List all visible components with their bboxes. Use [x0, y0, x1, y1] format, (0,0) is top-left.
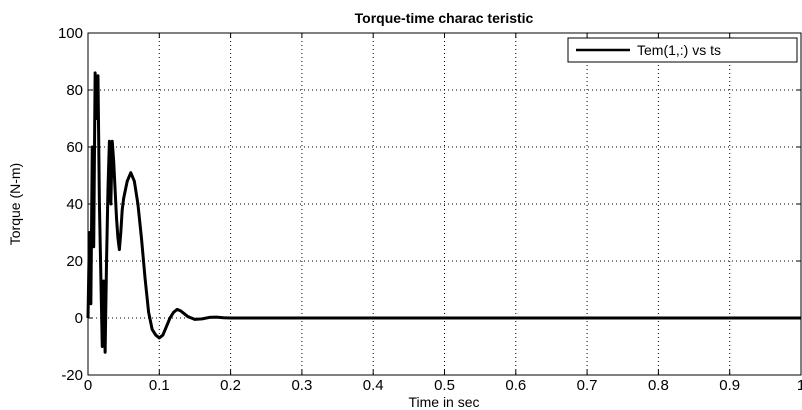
chart-title: Torque-time charac teristic: [355, 10, 534, 26]
x-tick-label: 1: [797, 377, 802, 394]
y-axis-label: Torque (N-m): [7, 163, 23, 245]
x-tick-label: 0.2: [220, 377, 241, 394]
x-tick-label: 0.8: [648, 377, 669, 394]
y-tick-label: 60: [66, 139, 83, 156]
x-axis-label: Time in sec: [408, 394, 479, 410]
series-line-tem: [86, 71, 801, 354]
y-tick-label: -20: [61, 367, 83, 384]
x-tick-label: 0.1: [149, 377, 170, 394]
y-tick-label: 80: [66, 82, 83, 99]
legend-entry: Tem(1,:) vs ts: [637, 42, 721, 58]
x-tick-label: 0.4: [363, 377, 384, 394]
x-tick-label: 0.7: [577, 377, 598, 394]
x-axis-ticks: 0 0.1 0.2 0.3 0.4 0.5 0.6 0.7 0.8 0.9 1: [84, 33, 802, 394]
y-tick-label: 20: [66, 253, 83, 270]
legend: Tem(1,:) vs ts: [567, 37, 798, 63]
y-axis-ticks: -20 0 20 40 60 80 100: [58, 25, 801, 384]
y-tick-label: 40: [66, 196, 83, 213]
y-tick-label: 0: [75, 310, 83, 327]
series-layer: [86, 71, 801, 354]
x-tick-label: 0.5: [434, 377, 455, 394]
y-tick-label: 100: [58, 25, 83, 42]
x-tick-label: 0.3: [291, 377, 312, 394]
x-tick-label: 0.6: [505, 377, 526, 394]
x-tick-label: 0: [84, 377, 92, 394]
x-tick-label: 0.9: [719, 377, 740, 394]
